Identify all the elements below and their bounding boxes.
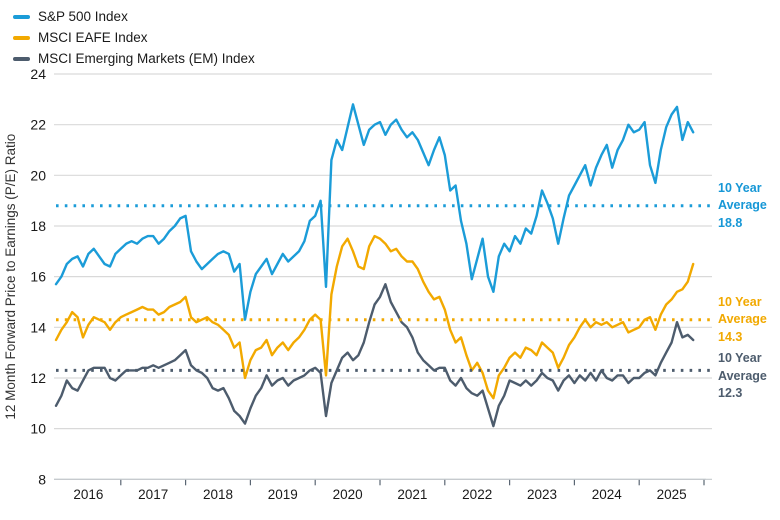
- x-tick-label-2023: 2023: [527, 487, 557, 502]
- avg-annotation-sp500: 10 Year Average 18.8: [718, 180, 780, 233]
- y-tick-label-10: 10: [30, 421, 46, 437]
- legend-item-sp500: S&P 500 Index: [13, 9, 255, 25]
- y-tick-label-16: 16: [30, 269, 46, 285]
- sp500-line-swatch-icon: [13, 15, 30, 19]
- avg-annotation-eafe-value: 14.3: [718, 329, 743, 344]
- avg-annotation-sp500-line1: 10 Year: [718, 180, 762, 195]
- y-tick-label-20: 20: [30, 167, 46, 183]
- avg-annotation-em-line2: Average: [718, 368, 767, 383]
- avg-annotation-eafe-line1: 10 Year: [718, 294, 762, 309]
- y-tick-label-24: 24: [30, 66, 46, 82]
- x-tick-label-2019: 2019: [268, 487, 298, 502]
- legend-label-sp500: S&P 500 Index: [38, 9, 128, 24]
- y-tick-label-18: 18: [30, 218, 46, 234]
- series-line-1: [54, 234, 695, 400]
- x-tick-label-2022: 2022: [462, 487, 492, 502]
- legend-item-eafe: MSCI EAFE Index: [13, 30, 255, 46]
- y-axis-title: 12 Month Forward Price to Earnings (P/E)…: [3, 134, 18, 420]
- y-tick-label-14: 14: [30, 319, 46, 335]
- x-tick-label-2024: 2024: [592, 487, 623, 502]
- avg-annotation-sp500-value: 18.8: [718, 215, 743, 230]
- x-tick-label-2017: 2017: [138, 487, 168, 502]
- y-tick-label-12: 12: [30, 370, 46, 386]
- avg-annotation-eafe-line2: Average: [718, 312, 767, 327]
- eafe-line-swatch-icon: [13, 36, 30, 40]
- y-tick-label-22: 22: [30, 117, 46, 133]
- chart-legend: S&P 500 Index MSCI EAFE Index MSCI Emerg…: [13, 9, 255, 67]
- x-tick-label-2020: 2020: [333, 487, 363, 502]
- avg-annotation-em-line1: 10 Year: [718, 351, 762, 366]
- x-tick-label-2016: 2016: [73, 487, 103, 502]
- x-tick-label-2025: 2025: [657, 487, 687, 502]
- avg-annotation-em-value: 12.3: [718, 386, 743, 401]
- avg-annotation-sp500-line2: Average: [718, 198, 767, 213]
- x-tick-label-2018: 2018: [203, 487, 233, 502]
- series-line-2: [54, 283, 695, 428]
- x-tick-label-2021: 2021: [397, 487, 427, 502]
- em-line-swatch-icon: [13, 57, 30, 61]
- legend-label-em: MSCI Emerging Markets (EM) Index: [38, 51, 255, 66]
- legend-label-eafe: MSCI EAFE Index: [38, 30, 148, 45]
- legend-item-em: MSCI Emerging Markets (EM) Index: [13, 51, 255, 67]
- avg-annotation-em: 10 Year Average 12.3: [718, 350, 780, 403]
- avg-annotation-eafe: 10 Year Average 14.3: [718, 294, 780, 347]
- y-tick-label-8: 8: [38, 471, 46, 487]
- series-line-0: [54, 103, 695, 321]
